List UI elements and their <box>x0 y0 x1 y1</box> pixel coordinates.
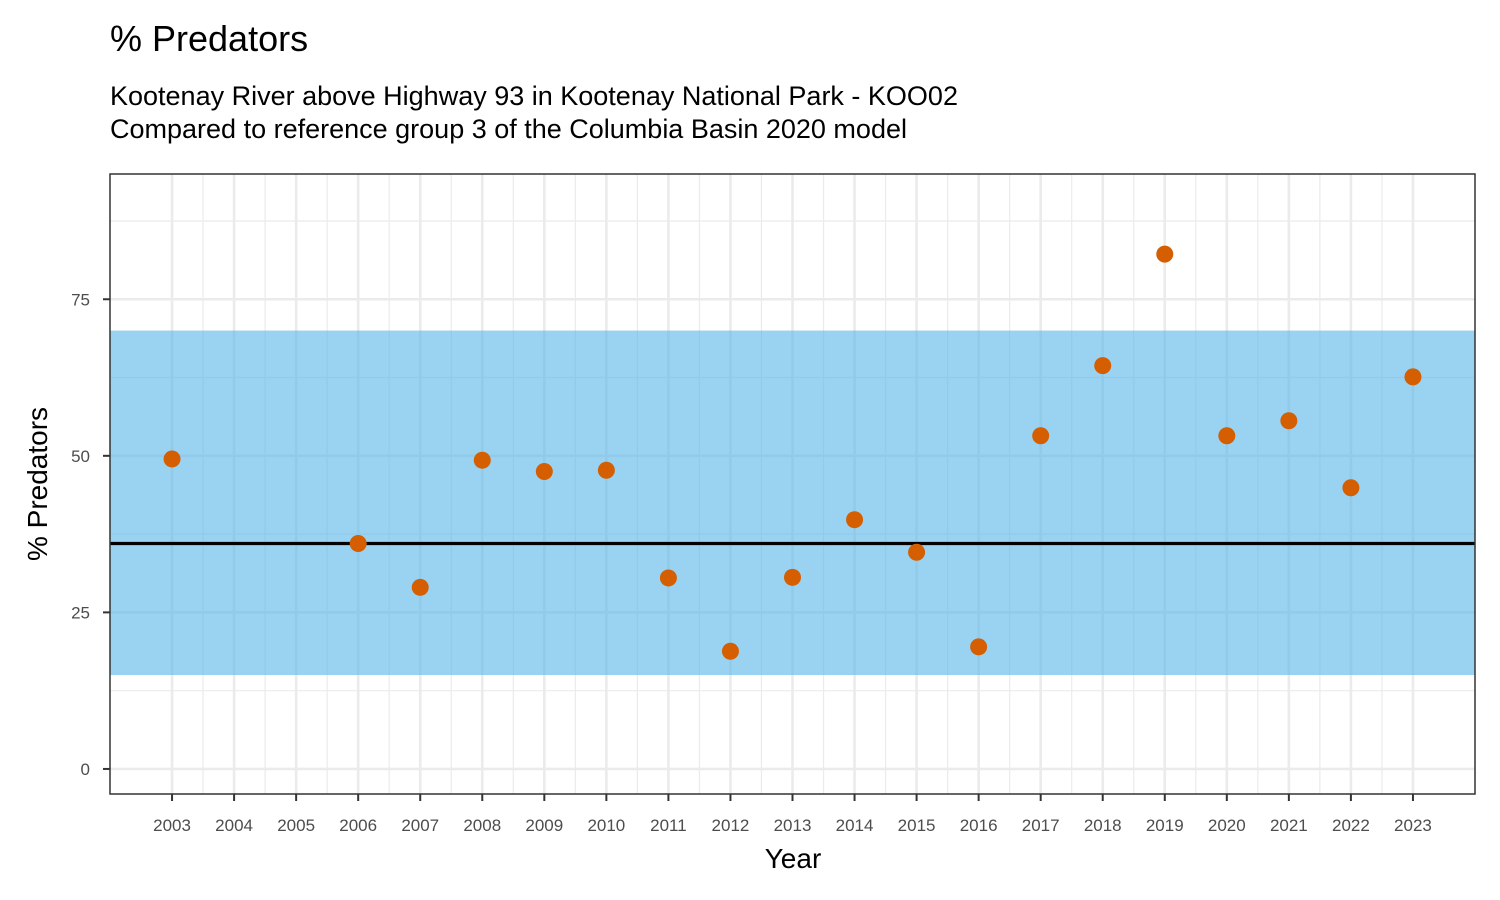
y-axis: 0 25 50 75 <box>71 290 110 779</box>
data-point <box>163 450 181 468</box>
x-tick-label: 2007 <box>401 816 439 835</box>
data-point <box>908 543 926 561</box>
x-tick-label: 2006 <box>339 816 377 835</box>
x-axis-title: Year <box>765 843 822 874</box>
x-tick-label: 2005 <box>277 816 315 835</box>
chart-subtitle: Kootenay River above Highway 93 in Koote… <box>110 80 958 146</box>
x-tick-label: 2012 <box>712 816 750 835</box>
x-tick-label: 2011 <box>650 816 687 835</box>
reference-band <box>110 330 1475 676</box>
x-tick-label: 2013 <box>774 816 812 835</box>
x-tick-label: 2023 <box>1394 816 1432 835</box>
x-tick-label: 2015 <box>898 816 936 835</box>
data-point <box>970 638 988 656</box>
y-axis-title: % Predators <box>22 407 53 561</box>
x-tick-label: 2014 <box>836 816 874 835</box>
data-point <box>349 534 367 552</box>
x-tick-label: 2009 <box>525 816 563 835</box>
x-tick-label: 2003 <box>153 816 191 835</box>
data-point <box>597 461 615 479</box>
y-tick-label: 25 <box>71 603 90 622</box>
data-point <box>411 578 429 596</box>
data-point <box>1342 479 1360 497</box>
x-tick-label: 2018 <box>1084 816 1122 835</box>
data-point <box>1280 412 1298 430</box>
x-tick-label: 2021 <box>1270 816 1308 835</box>
data-point <box>659 569 677 587</box>
x-tick-label: 2004 <box>215 816 253 835</box>
data-point <box>1218 427 1236 445</box>
data-point <box>473 451 491 469</box>
x-tick-label: 2016 <box>960 816 998 835</box>
x-tick-label: 2010 <box>587 816 625 835</box>
x-tick-label: 2008 <box>463 816 501 835</box>
x-tick-label: 2022 <box>1332 816 1370 835</box>
data-point <box>721 642 739 660</box>
data-point <box>1404 368 1422 386</box>
data-points <box>163 245 1422 660</box>
y-tick-label: 75 <box>71 290 90 309</box>
data-point <box>535 462 553 480</box>
data-point <box>1032 427 1050 445</box>
chart-title: % Predators <box>110 18 309 59</box>
subtitle-line-2: Compared to reference group 3 of the Col… <box>110 114 907 144</box>
data-point <box>846 511 864 529</box>
x-tick-label: 2019 <box>1146 816 1184 835</box>
y-tick-label: 0 <box>81 760 90 779</box>
y-tick-label: 50 <box>71 447 90 466</box>
subtitle-line-1: Kootenay River above Highway 93 in Koote… <box>110 81 958 111</box>
x-tick-label: 2020 <box>1208 816 1246 835</box>
data-point <box>1156 245 1174 263</box>
x-tick-label: 2017 <box>1022 816 1060 835</box>
x-axis: 2003 2004 2005 2006 2007 2008 2009 2010 2011 2012… <box>153 794 1432 835</box>
data-point <box>784 568 801 586</box>
data-point <box>1094 357 1112 375</box>
